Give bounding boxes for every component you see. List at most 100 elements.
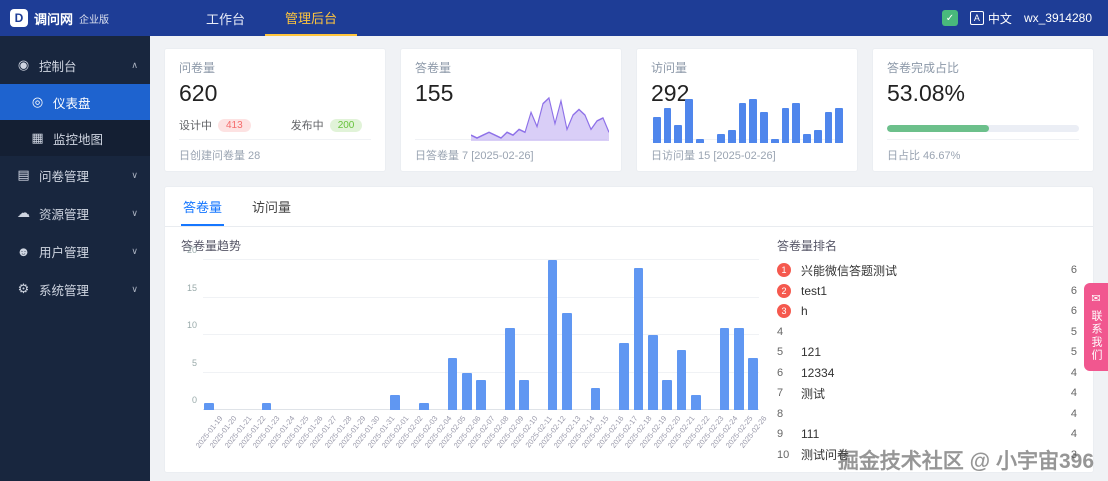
stat-card-visits: 访问量 292 日访问量 15 [2025-02-26]: [636, 48, 858, 172]
chart-bar-column: [418, 402, 430, 410]
bar-chart: 0 5 10 15 20 2025-01-19 2025-01-20 2025-01-21 2…: [187, 245, 768, 468]
stat-value: 53.08%: [887, 80, 966, 106]
chart-bar: [590, 387, 601, 410]
gridline: [203, 371, 759, 373]
rank-number: 2: [777, 283, 801, 298]
chart-bar-column: [661, 380, 673, 410]
rank-title: 测试问卷: [801, 448, 850, 463]
mail-icon: ✉: [1089, 292, 1102, 307]
tab-workbench[interactable]: 工作台: [206, 11, 246, 27]
language-switcher[interactable]: A 中文: [969, 10, 1012, 27]
rank-title: h: [801, 304, 808, 319]
form-icon: ▤: [17, 167, 30, 182]
stat-value: 155: [415, 80, 454, 106]
rank-count: 3: [1070, 448, 1077, 461]
rank-count: 4: [1070, 366, 1077, 379]
ranking-row[interactable]: 6 12334 4: [777, 363, 1077, 384]
stat-card-responses: 答卷量 155 日答卷量 7 [2025-02-26]: [400, 48, 622, 172]
completion-progress-bar: [887, 125, 1079, 132]
tab-admin-backend[interactable]: 管理后台: [265, 0, 358, 36]
chart-bar-column: [504, 327, 516, 410]
gauge-icon: ◉: [17, 57, 30, 72]
translate-icon: A: [969, 11, 984, 25]
stat-cards-row: 问卷量 620 设计中 413 发布中 200 日创建问卷量 28 答卷量 15…: [164, 48, 1094, 172]
stat-card-completion-ratio: 答卷完成占比 53.08% 日占比 46.67%: [872, 48, 1094, 172]
chart-bar: [204, 402, 214, 410]
published-count-badge: 200: [329, 118, 363, 132]
sidebar-item-console[interactable]: ◉ 控制台 ∧: [0, 46, 150, 84]
mini-bar: [695, 138, 704, 143]
y-tick-label: 20: [186, 245, 197, 255]
rank-count: 5: [1070, 325, 1077, 338]
rank-title: 121: [801, 345, 822, 360]
rank-count: 6: [1070, 284, 1077, 297]
sidebar-item-questionnaire-mgmt[interactable]: ▤ 问卷管理 ∨: [0, 156, 150, 194]
chart-bar: [461, 372, 472, 410]
stat-title: 访问量: [651, 61, 688, 75]
rank-number: 7: [777, 387, 784, 400]
logo-edition-badge: 企业版: [79, 14, 110, 26]
y-tick-label: 0: [191, 395, 197, 405]
chart-bar-column: [518, 380, 530, 410]
chart-bar: [662, 380, 672, 410]
chart-bar-column: [461, 372, 473, 410]
stat-footer: 日答卷量 7 [2025-02-26]: [415, 139, 607, 171]
ranking-row[interactable]: 9 111 4: [777, 424, 1077, 445]
sidebar-item-label: 监控地图: [53, 132, 104, 147]
stat-value: 292: [651, 80, 690, 106]
username[interactable]: wx_3914280: [1023, 11, 1092, 25]
tab-visits[interactable]: 访问量: [252, 200, 292, 215]
mini-bar: [824, 112, 833, 143]
contact-us-button[interactable]: ✉ 联系我们: [1084, 283, 1108, 371]
stat-footer: 日创建问卷量 28: [179, 139, 371, 171]
rank-count: 4: [1070, 387, 1077, 400]
sidebar-item-resource-mgmt[interactable]: ☁ 资源管理 ∨: [0, 194, 150, 232]
language-label: 中文: [987, 11, 1012, 26]
ranking-row[interactable]: 7 测试 4: [777, 383, 1077, 404]
rank-number: 1: [777, 263, 801, 278]
rank-count: 5: [1070, 346, 1077, 359]
check-icon[interactable]: ✓: [941, 10, 958, 26]
top-header: D 调问网 企业版 工作台 管理后台 ✓ A 中文 wx_3914280: [0, 0, 1108, 36]
chart-bar: [476, 380, 486, 410]
cloud-icon: ☁: [17, 205, 30, 220]
stat-title: 问卷量: [179, 61, 216, 75]
chart-bar: [633, 267, 644, 410]
rank-count: 6: [1070, 264, 1077, 277]
response-ranking: 答卷量排名 1 兴能微信答题测试 6 2 test1 6 3 h 6 4 5 5 121 5 6 12334 4…: [777, 237, 1077, 468]
tab-responses[interactable]: 答卷量: [181, 187, 225, 226]
chart-bar-column: [446, 357, 458, 410]
chart-bar: [547, 260, 558, 410]
designing-count-badge: 413: [218, 118, 251, 132]
rank-title: 12334: [801, 365, 835, 380]
mini-bar: [760, 112, 768, 143]
ranking-row[interactable]: 5 121 5: [777, 342, 1077, 363]
sidebar-item-user-mgmt[interactable]: ☻ 用户管理 ∨: [0, 232, 150, 270]
sidebar-item-system-mgmt[interactable]: ⚙ 系统管理 ∨: [0, 270, 150, 308]
users-icon: ☻: [16, 243, 31, 259]
chart-bar: [690, 395, 701, 410]
ranking-list: 1 兴能微信答题测试 6 2 test1 6 3 h 6 4 5 5 121 5 6 12334 4 7 测试 4 8 4…: [777, 260, 1077, 465]
y-axis: 0 5 10 15 20: [181, 245, 199, 410]
chart-bar: [719, 327, 730, 410]
ranking-row[interactable]: 1 兴能微信答题测试 6: [777, 260, 1077, 281]
ranking-row[interactable]: 10 测试问卷 3: [777, 445, 1077, 466]
sidebar-item-dashboard[interactable]: ◎ 仪表盘: [0, 84, 150, 120]
sidebar-item-monitor-map[interactable]: ▦ 监控地图: [0, 120, 150, 156]
rank-badge: 2: [777, 283, 791, 298]
ranking-row[interactable]: 2 test1 6: [777, 281, 1077, 302]
mini-bar: [792, 103, 801, 143]
chart-bar: [390, 395, 401, 410]
ranking-title: 答卷量排名: [777, 239, 838, 253]
contact-label: 联系我们: [1090, 310, 1102, 362]
chevron-down-icon: ∨: [131, 245, 138, 256]
stat-footer: 日访问量 15 [2025-02-26]: [651, 139, 843, 171]
rank-number: 4: [777, 325, 784, 338]
sidebar-item-label: 仪表盘: [53, 96, 91, 111]
mini-bar: [813, 129, 822, 143]
logo-icon: D: [10, 9, 28, 27]
chart-bar-column: [747, 357, 759, 410]
